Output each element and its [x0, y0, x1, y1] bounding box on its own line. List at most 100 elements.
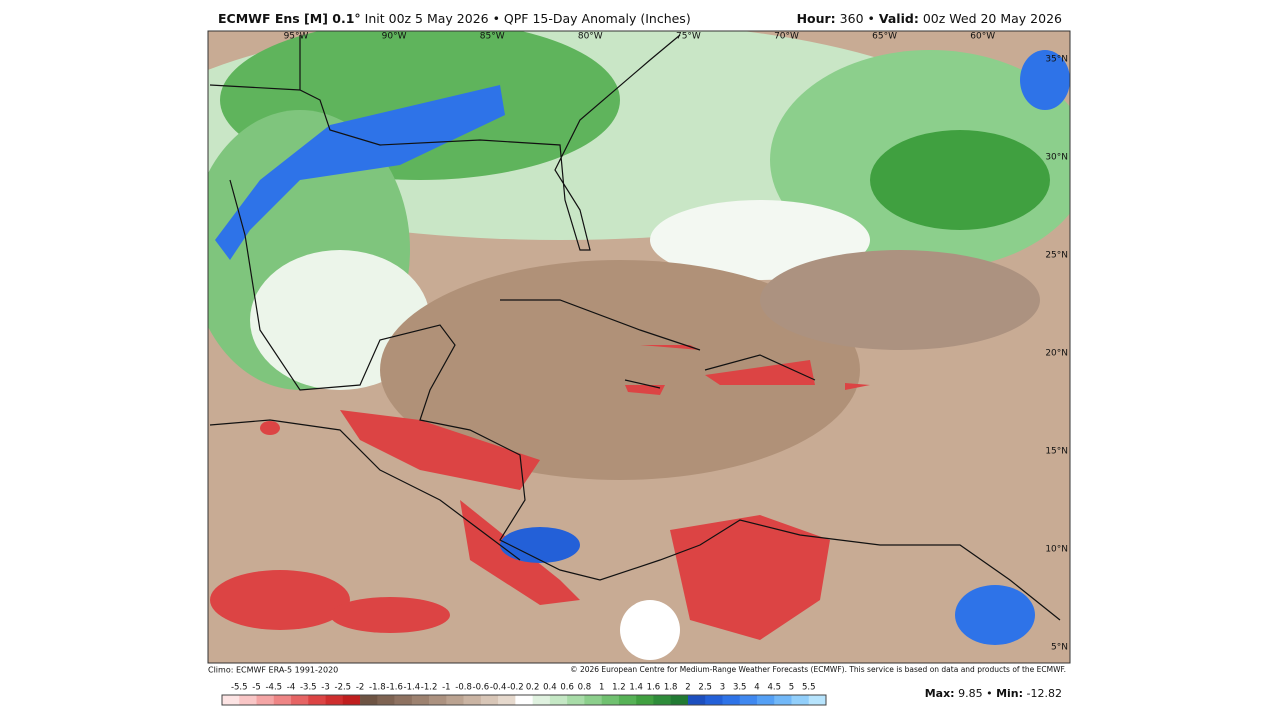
lat-label: 35°N [1045, 55, 1068, 65]
colorbar-swatch [670, 695, 689, 705]
lat-label: 20°N [1045, 349, 1068, 359]
colorbar-label: -2.5 [335, 683, 352, 693]
colorbar-label: 5 [789, 683, 794, 693]
colorbar-label: -5.5 [231, 683, 248, 693]
colorbar-label: -2 [356, 683, 364, 693]
colorbar-swatch [446, 695, 464, 705]
colorbar-swatch [774, 695, 792, 705]
colorbar-swatch [222, 695, 240, 705]
climo: Climo: ECMWF ERA-5 1991-2020 [208, 666, 338, 675]
colorbar: -5.5 -5 -4.5 -4 -3.5 -3 -2.5 -2 -1.8 -1.6 -1.4 -1.2… [221, 683, 827, 706]
colorbar-label: -1.6 [386, 683, 403, 693]
colorbar-swatch [808, 695, 827, 705]
colorbar-swatch [722, 695, 741, 705]
hour-label: Hour: [797, 11, 836, 26]
colorbar-swatch [584, 695, 602, 705]
lon-label: 95°W [284, 32, 309, 42]
min-label: Min: [996, 687, 1023, 700]
colorbar-label: 0.8 [578, 683, 592, 693]
colorbar-swatch [377, 695, 395, 705]
colorbar-label: -3.5 [300, 683, 317, 693]
colorbar-label: 1.8 [664, 683, 678, 693]
colorbar-swatch [498, 695, 516, 705]
valid-label: Valid: [879, 11, 919, 26]
colorbar-swatch [256, 695, 275, 705]
colorbar-label: 1.4 [629, 683, 643, 693]
colorbar-label: -1 [442, 683, 450, 693]
colorbar-label: -4 [287, 683, 295, 693]
colorbar-label: -0.6 [473, 683, 490, 693]
colorbar-swatch [515, 695, 533, 705]
colorbar-label: -5 [252, 683, 260, 693]
colorbar-label: 3 [720, 683, 725, 693]
colorbar-label: -0.4 [490, 683, 507, 693]
colorbar-swatch [429, 695, 447, 705]
lat-label: 10°N [1045, 545, 1068, 555]
colorbar-label: 4.5 [767, 683, 781, 693]
colorbar-swatch [739, 695, 758, 705]
colorbar-swatch [394, 695, 413, 705]
colorbar-swatch [653, 695, 671, 705]
lon-label: 75°W [676, 32, 701, 42]
colorbar-swatch [705, 695, 723, 705]
colorbar-label: 3.5 [733, 683, 747, 693]
lon-label: 65°W [872, 32, 897, 42]
valid-info: Hour: 360 • Valid: 00z Wed 20 May 2026 [797, 11, 1062, 26]
colorbar-swatch [618, 695, 637, 705]
colorbar-label: 2.5 [698, 683, 712, 693]
colorbar-label: 1.2 [612, 683, 626, 693]
colorbar-swatch [308, 695, 326, 705]
lon-label: 70°W [774, 32, 799, 42]
lon-label: 60°W [970, 32, 995, 42]
colorbar-swatch [360, 695, 378, 705]
colorbar-swatch [411, 695, 430, 705]
colorbar-swatch [273, 695, 292, 705]
colorbar-label: -1.8 [369, 683, 386, 693]
colorbar-swatch [342, 695, 361, 705]
colorbar-label: 0.4 [543, 683, 557, 693]
lon-label: 90°W [382, 32, 407, 42]
colorbar-label: -0.2 [507, 683, 524, 693]
map [207, 30, 1071, 664]
min: -12.82 [1027, 687, 1062, 700]
colorbar-label: 5.5 [802, 683, 816, 693]
lat-label: 15°N [1045, 447, 1068, 457]
colorbar-swatch [480, 695, 499, 705]
colorbar-label: -1.2 [421, 683, 438, 693]
colorbar-label: -4.5 [265, 683, 282, 693]
colorbar-label: -1.4 [404, 683, 421, 693]
colorbar-swatch [791, 695, 810, 705]
colorbar-label: 0.6 [560, 683, 574, 693]
colorbar-label: -0.8 [455, 683, 472, 693]
max-label: Max: [925, 687, 955, 700]
hour: 360 • [840, 11, 875, 26]
colorbar-swatch [549, 695, 568, 705]
title-rest: Init 00z 5 May 2026 • QPF 15-Day Anomaly… [365, 11, 691, 26]
colorbar-label: 1 [599, 683, 604, 693]
colorbar-swatch [636, 695, 654, 705]
lat-label: 5°N [1051, 643, 1068, 653]
colorbar-label: 0.2 [526, 683, 540, 693]
colorbar-swatch [601, 695, 620, 705]
title: ECMWF Ens [M] 0.1° Init 00z 5 May 2026 •… [218, 11, 691, 26]
lat-label: 30°N [1045, 153, 1068, 163]
colorbar-swatch [756, 695, 775, 705]
colorbar-swatch [325, 695, 344, 705]
lat-label: 25°N [1045, 251, 1068, 261]
valid: 00z Wed 20 May 2026 [923, 11, 1062, 26]
colorbar-frame [221, 694, 827, 706]
colorbar-label: 2 [685, 683, 690, 693]
stats: Max: 9.85 • Min: -12.82 [925, 687, 1062, 700]
colorbar-label: -3 [321, 683, 329, 693]
colorbar-swatch [687, 695, 706, 705]
colorbar-swatch [463, 695, 482, 705]
lon-label: 80°W [578, 32, 603, 42]
copyright: © 2026 European Centre for Medium-Range … [570, 665, 1066, 674]
colorbar-swatch [239, 695, 257, 705]
colorbar-swatch [567, 695, 585, 705]
colorbar-swatch [291, 695, 309, 705]
title-bold: ECMWF Ens [M] 0.1° [218, 11, 361, 26]
colorbar-label: 4 [754, 683, 759, 693]
colorbar-label: 1.6 [647, 683, 661, 693]
